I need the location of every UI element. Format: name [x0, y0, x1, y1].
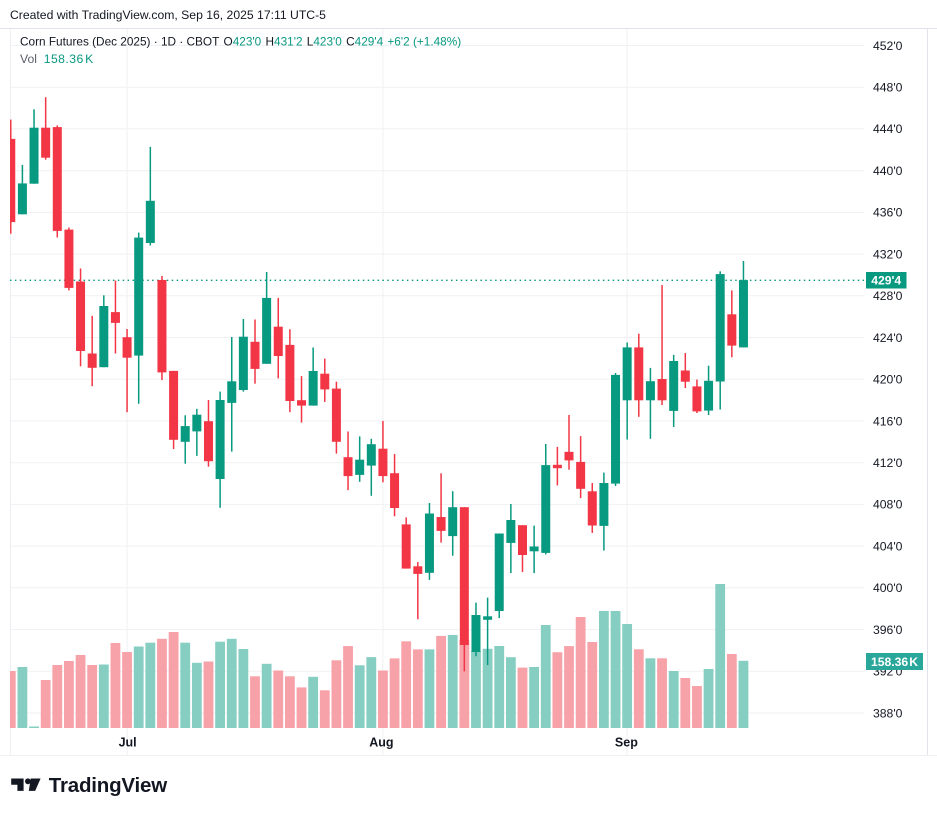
- svg-text:424'0: 424'0: [873, 331, 903, 345]
- svg-text:Aug: Aug: [369, 736, 393, 750]
- svg-text:444'0: 444'0: [873, 122, 903, 136]
- svg-text:428'0: 428'0: [873, 289, 903, 303]
- svg-text:388'0: 388'0: [873, 706, 903, 720]
- svg-text:400'0: 400'0: [873, 581, 903, 595]
- svg-text:TradingView: TradingView: [49, 774, 167, 797]
- svg-text:448'0: 448'0: [873, 81, 903, 95]
- svg-text:Sep: Sep: [615, 736, 638, 750]
- svg-text:158.36 K: 158.36 K: [871, 655, 918, 669]
- svg-text:396'0: 396'0: [873, 623, 903, 637]
- svg-text:436'0: 436'0: [873, 206, 903, 220]
- svg-text:408'0: 408'0: [873, 498, 903, 512]
- svg-text:432'0: 432'0: [873, 247, 903, 261]
- svg-text:440'0: 440'0: [873, 164, 903, 178]
- svg-text:412'0: 412'0: [873, 456, 903, 470]
- svg-text:Created with TradingView.com,: Created with TradingView.com, Sep 16, 20…: [10, 8, 326, 22]
- svg-text:Jul: Jul: [119, 736, 137, 750]
- svg-text:Vol 158.36 K: Vol 158.36 K: [20, 52, 94, 66]
- svg-text:Corn Futures (Dec 2025) · 1D ·: Corn Futures (Dec 2025) · 1D · CBOT O423…: [20, 35, 461, 49]
- svg-text:416'0: 416'0: [873, 414, 903, 428]
- svg-text:420'0: 420'0: [873, 373, 903, 387]
- svg-text:404'0: 404'0: [873, 539, 903, 553]
- svg-text:452'0: 452'0: [873, 39, 903, 53]
- svg-text:429'4: 429'4: [871, 274, 901, 288]
